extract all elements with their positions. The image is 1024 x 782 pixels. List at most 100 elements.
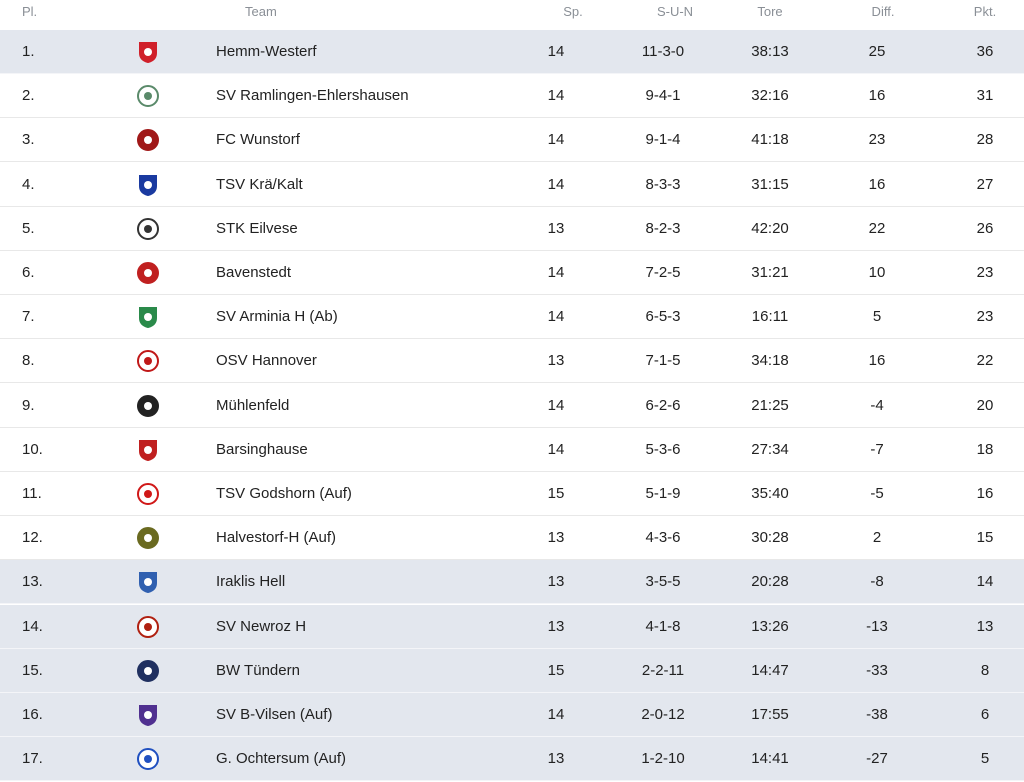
table-row: 2. SV Ramlingen-Ehlershausen 14 9-4-1 32:16 1… [0,74,1024,119]
goals: 42:20 [751,219,789,237]
games: 14 [547,440,565,458]
points: 26 [976,219,994,237]
games: 14 [547,308,565,326]
goals: 31:15 [751,175,789,193]
logo-detail [144,180,152,189]
goal-diff: 16 [868,87,886,105]
goal-diff: 2 [872,529,882,547]
games: 13 [547,352,565,370]
record: 6-5-3 [645,308,681,326]
games: 14 [547,175,565,193]
record: 2-2-11 [641,661,685,679]
rank: 10. [22,440,43,458]
goal-diff: 22 [868,219,886,237]
team-name: SV Newroz H [216,617,307,635]
games: 14 [547,87,565,105]
goal-diff: 25 [868,43,886,60]
goals: 32:16 [751,87,789,105]
points: 6 [980,706,990,723]
points: 28 [976,131,994,149]
goal-diff: 5 [872,308,882,326]
team-name: SV Ramlingen-Ehlershausen [216,87,409,105]
games: 13 [547,573,565,591]
sp-header: Sp. [563,4,583,19]
points: 5 [980,750,990,768]
goal-diff: -8 [870,573,884,591]
points: 22 [976,352,994,370]
rank: 17. [22,750,43,768]
rank: 3. [22,131,35,149]
diff-header: Diff. [871,4,895,19]
goals: 31:21 [751,264,789,281]
games: 14 [547,264,565,281]
goals: 14:41 [751,750,789,768]
games: 13 [547,529,565,547]
goals: 27:34 [751,440,789,458]
table-row: 3. FC Wunstorf 14 9-1-4 41:18 23 28 [0,118,1024,163]
record: 11-3-0 [641,43,685,60]
table-row: 5. STK Eilvese 13 8-2-3 42:20 22 26 [0,207,1024,251]
goal-diff: 16 [868,175,886,193]
logo-detail [144,711,152,719]
record: 7-2-5 [645,264,681,281]
team-header: Team [245,4,277,19]
logo-detail [144,755,152,764]
rank: 13. [22,573,43,591]
team-name: Hemm-Westerf [216,43,317,60]
record: 7-1-5 [645,352,681,370]
logo-detail [144,224,152,233]
team-logo [137,483,159,505]
table-row: 15. BW Tündern 15 2-2-11 14:47 -33 8 [0,648,1024,693]
table-row: 4. TSV Krä/Kalt 14 8-3-3 31:15 16 27 [0,163,1024,207]
table-row: 13. Iraklis Hell 13 3-5-5 20:28 -8 14 [0,560,1024,605]
pkt-header: Pkt. [973,4,997,19]
logo-detail [144,534,152,543]
goal-diff: -38 [866,706,888,723]
games: 15 [547,485,565,502]
logo-detail [144,578,152,587]
games: 13 [547,750,565,768]
pl-header: Pl. [22,4,38,19]
record: 3-5-5 [645,573,681,591]
logo-detail [144,269,152,277]
goals: 14:47 [751,661,789,679]
table-row: 17. G. Ochtersum (Auf) 13 1-2-10 14:41 -27 5 [0,737,1024,782]
table-row: 6. Bavenstedt 14 7-2-5 31:21 10 23 [0,251,1024,295]
table-row: 7. SV Arminia H (Ab) 14 6-5-3 16:11 5 23 [0,295,1024,340]
games: 14 [547,131,565,149]
rank: 4. [22,175,35,193]
team-name: Mühlenfeld [216,396,290,414]
goal-diff: -4 [870,396,884,414]
table-row: 12. Halvestorf-H (Auf) 13 4-3-6 30:28 2 15 [0,516,1024,561]
record: 2-0-12 [641,706,685,723]
table-row: 8. OSV Hannover 13 7-1-5 34:18 16 22 [0,339,1024,384]
points: 16 [976,485,994,502]
goal-diff: -13 [866,617,888,635]
team-logo [139,705,157,727]
team-name: STK Eilvese [216,219,298,237]
goal-diff: 10 [868,264,886,281]
rank: 11. [22,485,42,502]
logo-detail [144,445,152,454]
points: 23 [976,308,994,326]
rank: 8. [22,352,35,370]
team-logo [137,262,159,284]
table-row: 9. Mühlenfeld 14 6-2-6 21:25 -4 20 [0,384,1024,428]
goals: 41:18 [751,131,789,149]
logo-detail [144,666,152,675]
record: 9-1-4 [645,131,681,149]
team-logo [137,527,159,550]
games: 14 [547,396,565,414]
record: 8-2-3 [645,219,681,237]
rank: 5. [22,219,35,237]
logo-detail [144,48,152,56]
points: 13 [976,617,994,635]
points: 18 [976,440,994,458]
logo-detail [144,401,152,410]
points: 27 [976,175,994,193]
team-logo [139,42,157,64]
rank: 2. [22,87,35,105]
team-name: Bavenstedt [216,264,292,281]
team-name: OSV Hannover [216,352,317,370]
team-name: BW Tündern [216,661,300,679]
